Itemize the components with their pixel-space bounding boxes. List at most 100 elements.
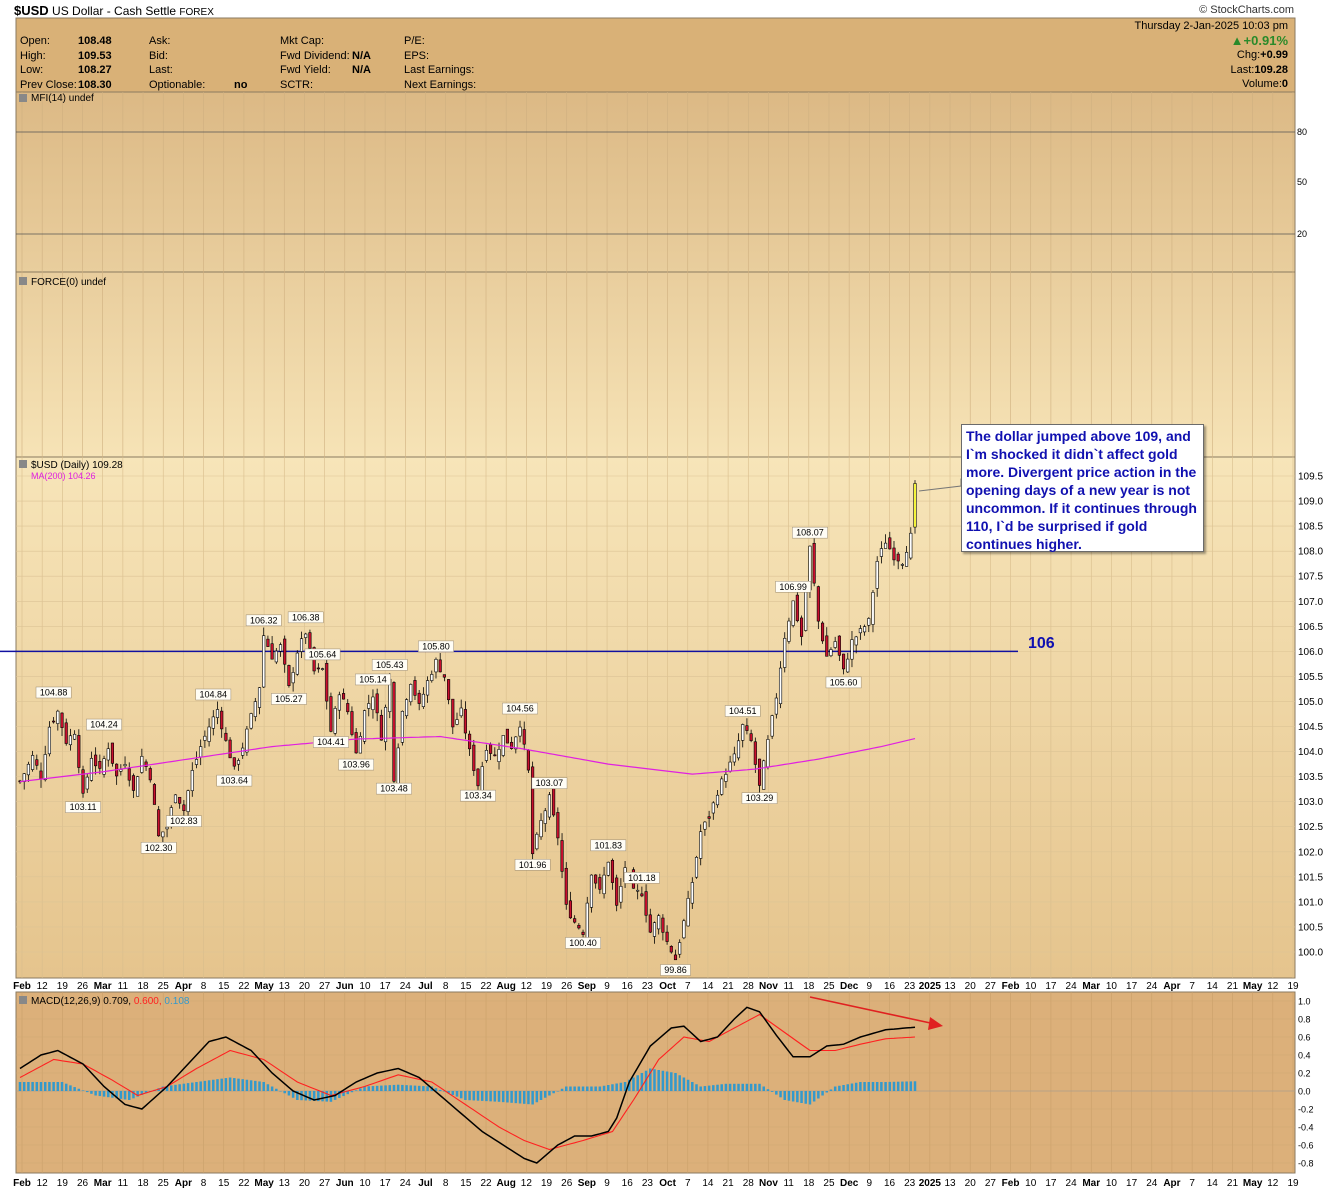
candle: [619, 885, 623, 903]
price-label: 101.83: [594, 840, 622, 850]
y-tick-label: 108.0: [1298, 547, 1323, 558]
quote-key: Last Earnings:: [404, 64, 475, 76]
candle: [736, 740, 741, 759]
price-label-box: [140, 842, 177, 854]
macd-hist-bar: [762, 1086, 765, 1091]
candle: [665, 931, 669, 942]
candle: [564, 867, 568, 905]
macd-hist-bar: [842, 1085, 845, 1091]
candle: [60, 712, 64, 728]
candle: [842, 653, 846, 670]
quote-row: EPS:: [404, 49, 476, 64]
candle: [762, 760, 766, 790]
candle: [127, 768, 131, 781]
candle: [333, 708, 337, 734]
x-tick-label: 11: [783, 981, 794, 992]
mfi-force-panel: [15, 91, 1296, 458]
macd-hist-bar: [644, 1070, 648, 1091]
macd-hist-bar: [300, 1091, 303, 1101]
change-pct: ▲+0.91%: [1230, 33, 1288, 48]
x-tick-label: 27: [319, 981, 331, 992]
x-tick-label: 25: [823, 1178, 835, 1189]
macd-hist-bar: [539, 1091, 543, 1100]
candle: [421, 693, 425, 707]
x-tick-label: May: [1243, 1178, 1263, 1189]
macd-hist-bar: [350, 1091, 354, 1093]
macd-hist-bar: [501, 1091, 505, 1103]
macd-hist-bar: [548, 1091, 551, 1096]
x-tick-label: 7: [1189, 981, 1195, 992]
price-label-box: [371, 659, 408, 671]
candle: [341, 693, 346, 700]
macd-hist-bar: [380, 1085, 383, 1091]
price-label: 105.64: [309, 649, 337, 659]
candle: [308, 632, 312, 649]
macd-hist-bar: [245, 1079, 249, 1091]
y-tick-label: 101.5: [1298, 872, 1323, 883]
candle: [652, 922, 657, 937]
macd-hist-bar: [115, 1091, 118, 1099]
macd-hist-bar: [720, 1084, 723, 1091]
x-tick-label: Mar: [94, 981, 112, 992]
quote-value: 109.28: [1254, 63, 1288, 76]
price-label-box: [338, 758, 375, 771]
macd-hist-bar: [623, 1082, 627, 1091]
candle: [358, 735, 362, 754]
macd-hist-bar: [224, 1078, 228, 1091]
candle: [228, 739, 232, 759]
macd-hist-bar: [405, 1085, 408, 1091]
candle: [178, 796, 182, 804]
price-label: 104.56: [506, 704, 534, 714]
candle: [253, 701, 257, 717]
candle: [434, 658, 438, 673]
x-tick-label: 16: [884, 1178, 896, 1189]
quote-key: Last:: [149, 64, 173, 76]
macd-hist-bar: [846, 1084, 850, 1091]
price-label: 102.30: [145, 843, 173, 853]
candle: [694, 857, 699, 878]
price-label-box: [502, 702, 538, 715]
x-tick-label: 16: [622, 1178, 634, 1189]
x-tick-label: 12: [1267, 981, 1279, 992]
candle: [543, 810, 547, 824]
x-tick-label: 27: [985, 1178, 997, 1189]
price-label-box: [376, 782, 412, 795]
ma-label: MA(200) 104.26: [31, 471, 96, 481]
macd-hist-bar: [678, 1075, 681, 1091]
macd-hist-bar: [863, 1082, 866, 1091]
candle: [157, 809, 161, 837]
candle: [451, 698, 455, 728]
macd-hist-bar: [279, 1091, 282, 1092]
x-tick-label: Feb: [13, 981, 31, 992]
candle: [299, 638, 304, 652]
x-tick-label: Feb: [1002, 981, 1020, 992]
macd-hist-bar: [447, 1091, 450, 1094]
panel-icon: [19, 996, 27, 1004]
macd-hist-bar: [913, 1081, 917, 1091]
candle: [346, 703, 350, 713]
credit[interactable]: © StockCharts.com: [1199, 4, 1294, 16]
macd-hist-bar: [384, 1085, 387, 1091]
quote-key: Fwd Dividend:: [280, 49, 350, 62]
x-tick-label: May: [1243, 981, 1263, 992]
macd-hist-bar: [220, 1078, 223, 1091]
macd-hist-bar: [81, 1090, 85, 1091]
candle: [526, 749, 530, 771]
candle: [749, 733, 753, 741]
macd-hist-bar: [77, 1088, 81, 1091]
x-tick-label: 7: [1189, 1178, 1195, 1189]
macd-hist-bar: [144, 1091, 148, 1094]
candle: [337, 694, 341, 711]
macd-hist-bar: [170, 1085, 173, 1091]
candle: [274, 650, 278, 663]
macd-hist-bar: [174, 1084, 177, 1091]
macd-hist-bar: [94, 1091, 97, 1096]
macd-hist-bar: [770, 1091, 774, 1092]
quote-key: Last:: [1230, 63, 1255, 76]
macd-hist-bar: [585, 1086, 589, 1091]
x-tick-label: Nov: [759, 1178, 778, 1189]
price-label: 105.60: [830, 677, 858, 687]
candle: [52, 720, 56, 723]
x-tick-label: 13: [279, 1178, 291, 1189]
